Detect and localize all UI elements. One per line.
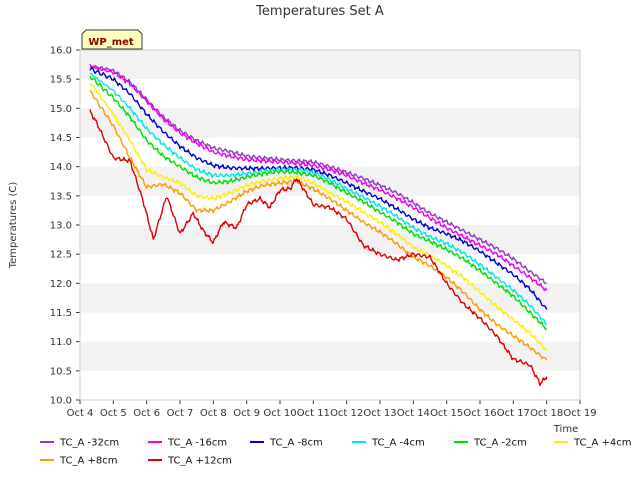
y-tick-label: 14.0 (50, 162, 72, 173)
legend: TC_A -32cm TC_A -16cm TC_A -8cm TC_A -4cm TC… (40, 438, 632, 467)
y-tick-label: 11.5 (50, 308, 72, 319)
x-tick-label: Oct 17 (497, 408, 530, 419)
series-line-tc-a-2cm (89, 75, 548, 331)
y-tick-label: 13.0 (50, 221, 72, 232)
x-tick-label: Oct 19 (563, 408, 596, 419)
legend-label: TC_A +8cm (59, 456, 118, 467)
x-axis-ticks: Oct 4 Oct 5 Oct 6 Oct 7 Oct 8 Oct 9 Oct 10 Oct … (67, 400, 597, 419)
y-tick-label: 15.5 (50, 75, 72, 86)
y-tick-label: 11.0 (50, 337, 72, 348)
y-tick-label: 10.0 (50, 396, 72, 407)
x-tick-label: Oct 6 (133, 408, 160, 419)
chart-title: Temperatures Set A (255, 4, 384, 19)
background-band (80, 254, 580, 284)
x-tick-label: Oct 14 (397, 408, 430, 419)
y-tick-label: 10.5 (50, 366, 72, 377)
x-tick-label: Oct 15 (430, 408, 463, 419)
x-tick-label: Oct 7 (167, 408, 194, 419)
y-tick-label: 13.5 (50, 191, 72, 202)
series-line-tc-a-16cm (89, 65, 548, 292)
x-tick-label: Oct 9 (233, 408, 260, 419)
y-tick-label: 15.0 (50, 104, 72, 115)
annotation-badge: WP_met (81, 29, 143, 50)
x-tick-label: Oct 4 (67, 408, 94, 419)
series-line-tc-a-4cm (89, 72, 547, 326)
y-tick-label: 14.5 (50, 133, 72, 144)
x-tick-label: Oct 12 (330, 408, 363, 419)
legend-label: TC_A +12cm (167, 456, 232, 467)
series-line-tc-a-4cm (89, 82, 548, 351)
x-tick-label: Oct 13 (363, 408, 396, 419)
x-tick-label: Oct 10 (263, 408, 296, 419)
background-band (80, 312, 580, 342)
y-tick-label: 16.0 (50, 46, 72, 57)
x-tick-label: Oct 16 (463, 408, 496, 419)
background-band (80, 370, 580, 400)
series-line-tc-a-8cm (89, 66, 548, 310)
series-lines (89, 63, 548, 387)
legend-label: TC_A -8cm (269, 438, 323, 449)
x-axis-label: Time (553, 424, 578, 435)
annotation-badge-text: WP_met (88, 37, 134, 48)
background-band (80, 50, 580, 80)
series-line-tc-a-8cm (89, 89, 548, 361)
legend-label: TC_A -4cm (371, 438, 425, 449)
y-axis-ticks: 10.0 10.5 11.0 11.5 12.0 12.5 13.0 13.5 14.0 14.5… (50, 46, 80, 407)
background-band (80, 225, 580, 255)
series-line-tc-a-12cm (89, 109, 548, 387)
x-tick-label: Oct 8 (200, 408, 227, 419)
x-tick-label: Oct 5 (100, 408, 127, 419)
legend-label: TC_A -16cm (167, 438, 227, 449)
y-tick-label: 12.0 (50, 279, 72, 290)
legend-label: TC_A +4cm (573, 438, 632, 449)
background-band (80, 283, 580, 313)
background-band (80, 341, 580, 371)
background-band (80, 79, 580, 109)
legend-label: TC_A -2cm (473, 438, 527, 449)
y-tick-label: 12.5 (50, 250, 72, 261)
x-tick-label: Oct 11 (297, 408, 330, 419)
x-tick-label: Oct 18 (530, 408, 563, 419)
plot-frame (79, 49, 581, 401)
background-band (80, 137, 580, 167)
legend-label: TC_A -32cm (59, 438, 119, 449)
annotation-badge-box (81, 29, 143, 50)
background-band (80, 195, 580, 225)
y-axis-label: Temperatures (C) (8, 182, 19, 270)
